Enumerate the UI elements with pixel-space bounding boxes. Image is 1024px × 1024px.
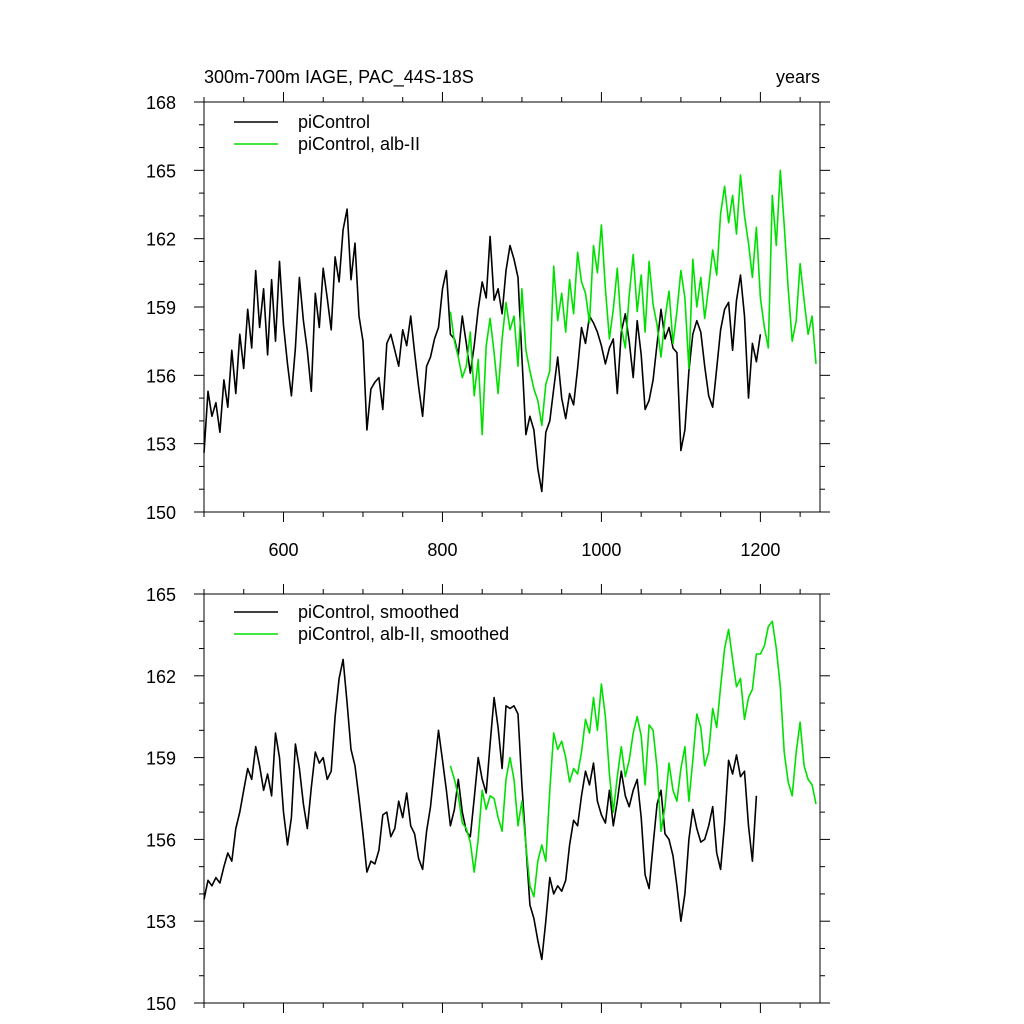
panel-top: 600 800 1000 1200 150 153 156 159 162 165 168 piCon… xyxy=(146,92,830,560)
y-tick-label: 165 xyxy=(146,161,176,181)
y-tick-label: 168 xyxy=(146,93,176,113)
panel-bottom: 150 153 156 159 162 165 piControl, smoothedpiC… xyxy=(146,584,830,1014)
y-tick-label: 156 xyxy=(146,366,176,386)
x-tick-label: 600 xyxy=(268,540,298,560)
y-tick-label: 165 xyxy=(146,585,176,605)
x-tick-label: 1200 xyxy=(740,540,780,560)
legend-label: piControl, smoothed xyxy=(298,602,459,622)
y-tick-label: 150 xyxy=(146,994,176,1014)
chart-title: 300m-700m IAGE, PAC_44S-18S xyxy=(204,67,474,88)
x-tick-label: 800 xyxy=(427,540,457,560)
plot-frame xyxy=(203,101,821,513)
legend-label: piControl, alb-II xyxy=(298,134,420,154)
y-tick-label: 162 xyxy=(146,230,176,250)
legend-label: piControl xyxy=(298,112,370,132)
series-line-picontrol xyxy=(203,208,762,493)
series-line-picontrol-alb-ii xyxy=(449,169,817,436)
legend-label: piControl, alb-II, smoothed xyxy=(298,624,509,644)
y-tick-label: 162 xyxy=(146,667,176,687)
series-line-picontrol-smoothed xyxy=(203,658,758,961)
y-tick-label: 153 xyxy=(146,912,176,932)
x-tick-label: 1000 xyxy=(581,540,621,560)
plot-frame xyxy=(203,593,821,1004)
chart-units: years xyxy=(776,67,820,87)
y-tick-label: 150 xyxy=(146,503,176,523)
y-tick-label: 153 xyxy=(146,435,176,455)
series-line-picontrol-alb-ii-smoothed xyxy=(449,620,817,898)
y-tick-label: 159 xyxy=(146,749,176,769)
y-tick-label: 159 xyxy=(146,298,176,318)
y-tick-label: 156 xyxy=(146,830,176,850)
